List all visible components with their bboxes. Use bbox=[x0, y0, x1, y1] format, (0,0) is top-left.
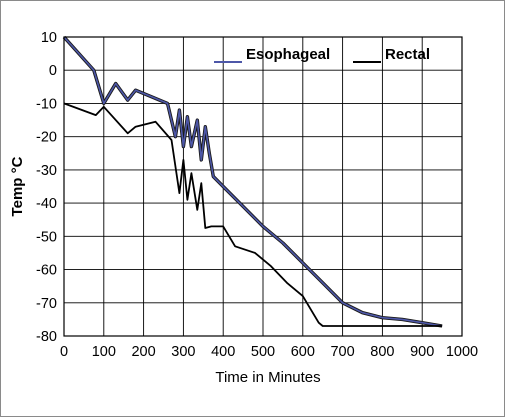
x-tick-label: 900 bbox=[410, 344, 434, 360]
x-tick-label: 200 bbox=[131, 344, 155, 360]
x-tick-label: 500 bbox=[251, 344, 275, 360]
x-tick-label: 700 bbox=[330, 344, 354, 360]
y-tick-label: -20 bbox=[36, 130, 57, 146]
series-line-esophageal-outline bbox=[62, 35, 443, 328]
legend-label-rectal: Rectal bbox=[385, 46, 430, 63]
y-tick-label: -10 bbox=[36, 96, 57, 112]
legend-label-esophageal: Esophageal bbox=[246, 46, 330, 63]
y-tick-label: -30 bbox=[36, 163, 57, 179]
series-line-rectal bbox=[63, 102, 443, 327]
y-tick-label: -40 bbox=[36, 196, 57, 212]
y-tick-label: -70 bbox=[36, 296, 57, 312]
x-tick-label: 300 bbox=[171, 344, 195, 360]
x-axis: 0 100 200 300 400 500 600 700 800 900 1000 bbox=[60, 344, 478, 360]
plot-area bbox=[63, 36, 463, 337]
y-tick-label: 10 bbox=[41, 30, 57, 46]
x-tick-label: 600 bbox=[291, 344, 315, 360]
y-tick-label: 0 bbox=[49, 63, 57, 79]
y-axis: 10 0 -10 -20 -30 -40 -50 -60 -70 -80 bbox=[36, 30, 57, 345]
series-line-esophageal bbox=[63, 36, 443, 327]
y-axis-title: Temp °C bbox=[9, 156, 26, 216]
series-layer bbox=[62, 35, 443, 328]
y-tick-label: -50 bbox=[36, 229, 57, 245]
x-tick-label: 0 bbox=[60, 344, 68, 360]
x-tick-label: 400 bbox=[211, 344, 235, 360]
x-tick-label: 1000 bbox=[446, 344, 478, 360]
x-tick-label: 100 bbox=[92, 344, 116, 360]
y-tick-label: -60 bbox=[36, 263, 57, 279]
x-tick-label: 800 bbox=[370, 344, 394, 360]
y-tick-label: -80 bbox=[36, 329, 57, 345]
grid-lines bbox=[63, 36, 463, 337]
x-axis-title: Time in Minutes bbox=[215, 369, 320, 386]
legend: Esophageal Rectal bbox=[214, 46, 430, 63]
